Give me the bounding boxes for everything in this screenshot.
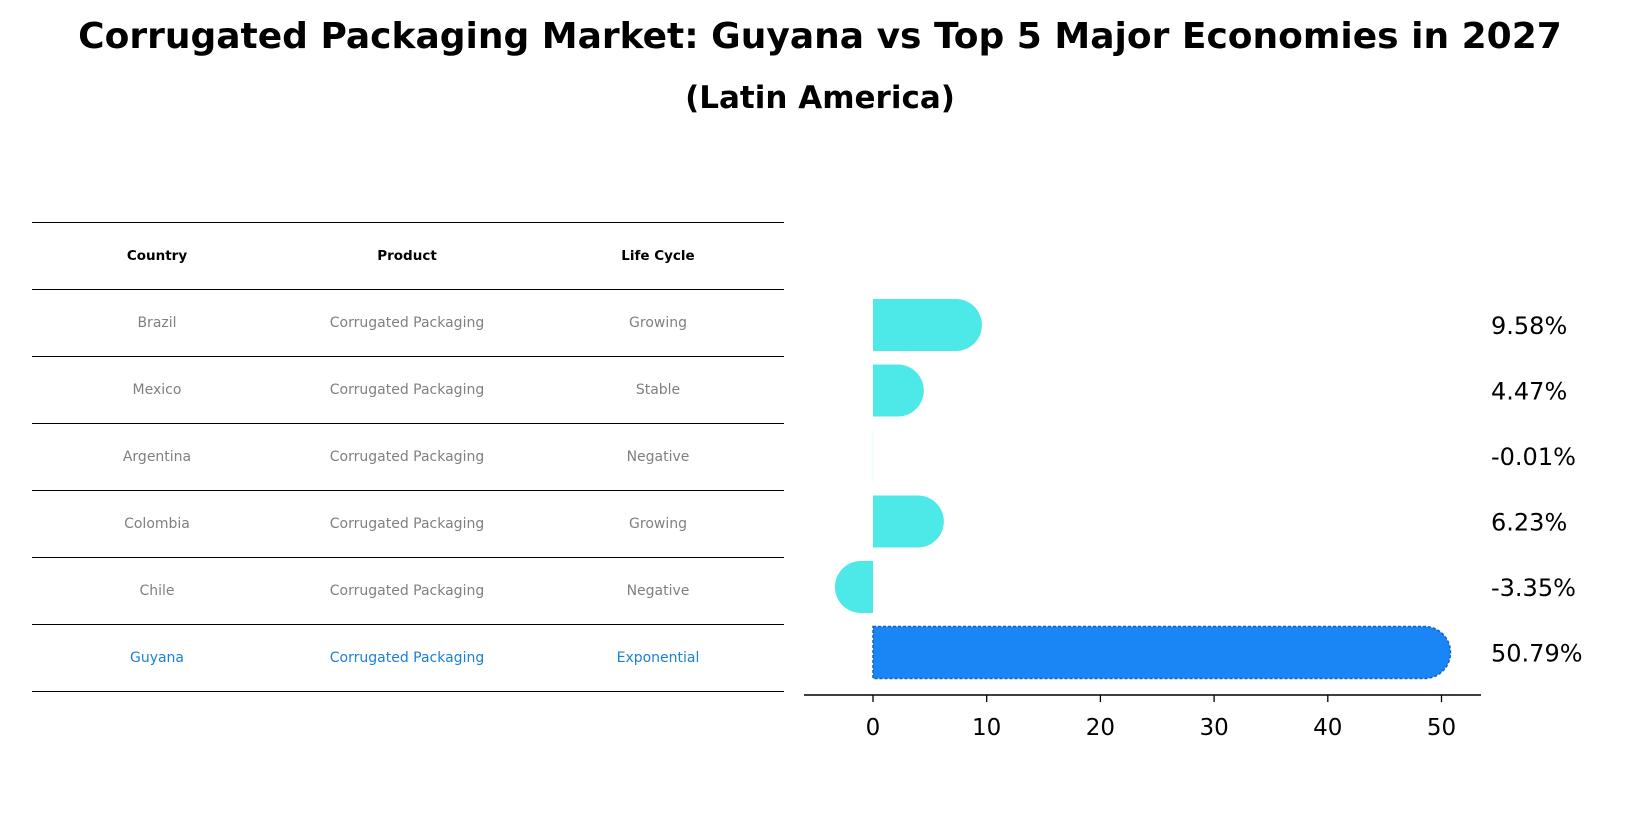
cell-product: Corrugated Packaging [329,650,485,666]
bar-mexico [873,364,924,417]
data-label: 4.47% [1491,378,1567,406]
table-row: Colombia Corrugated Packaging Growing [32,490,784,557]
x-tick-label: 50 [1427,715,1456,741]
bar-brazil [873,299,982,351]
x-tick-label: 0 [866,715,881,741]
cell-country: Argentina [122,449,192,465]
cell-product: Corrugated Packaging [329,516,485,532]
table-header-row: Country Product Life Cycle [32,222,784,289]
cell-country: Mexico [132,382,182,398]
table-row-highlight: Guyana Corrugated Packaging Exponential [32,624,784,692]
cell-product: Corrugated Packaging [329,315,485,331]
country-table: Country Product Life Cycle Brazil Corrug… [32,222,784,692]
x-tick-label: 20 [1086,715,1115,741]
cell-country: Guyana [129,650,185,666]
cell-country: Chile [139,583,175,599]
x-tick-label: 30 [1199,715,1228,741]
data-label: -0.01% [1491,443,1576,471]
bar-colombia [873,495,944,548]
table-row: Brazil Corrugated Packaging Growing [32,289,784,356]
data-label: 50.79% [1491,640,1583,668]
bar-chile [834,561,873,613]
cell-life-cycle: Growing [629,315,687,331]
cell-life-cycle: Negative [626,449,690,465]
data-label: 6.23% [1491,509,1567,537]
x-tick-label: 10 [972,715,1001,741]
table-row: Argentina Corrugated Packaging Negative [32,423,784,490]
cell-product: Corrugated Packaging [329,583,485,599]
header-country: Country [126,248,188,264]
table-row: Chile Corrugated Packaging Negative [32,557,784,624]
header-product: Product [377,248,437,264]
data-label: -3.35% [1491,574,1576,602]
cell-country: Brazil [137,315,177,331]
cell-country: Colombia [124,516,190,532]
cell-life-cycle: Negative [626,583,690,599]
cell-life-cycle: Exponential [616,650,700,666]
cell-life-cycle: Growing [629,516,687,532]
data-label: 9.58% [1491,312,1567,340]
chart-title: Corrugated Packaging Market: Guyana vs T… [78,16,1562,57]
table-row: Mexico Corrugated Packaging Stable [32,356,784,423]
bar-guyana [872,625,1452,680]
cell-product: Corrugated Packaging [329,382,485,398]
header-life-cycle: Life Cycle [621,248,695,264]
chart-subtitle: (Latin America) [685,80,955,116]
cell-life-cycle: Stable [635,382,681,398]
x-tick-label: 40 [1313,715,1342,741]
cell-product: Corrugated Packaging [329,449,485,465]
